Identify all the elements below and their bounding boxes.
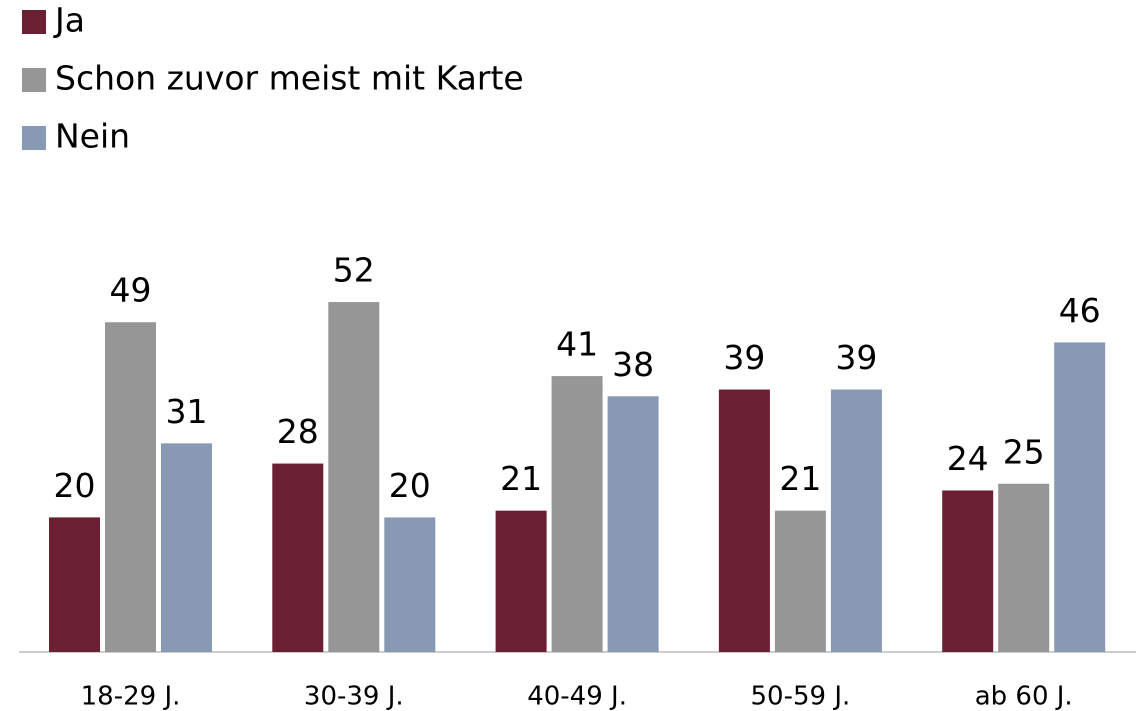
bar xyxy=(607,396,659,652)
bar xyxy=(49,517,100,652)
value-label: 21 xyxy=(779,459,821,498)
legend-swatch xyxy=(22,68,46,92)
x-tick-label: 18-29 J. xyxy=(81,682,181,711)
bar xyxy=(942,490,994,652)
bar xyxy=(718,389,770,652)
value-label: 21 xyxy=(500,459,542,498)
value-label: 38 xyxy=(612,345,654,384)
bar xyxy=(495,510,547,652)
bar xyxy=(328,302,380,652)
bar xyxy=(551,376,603,652)
x-tick-label: ab 60 J. xyxy=(975,682,1073,711)
bar xyxy=(161,443,212,652)
legend-swatch xyxy=(22,126,46,150)
bar xyxy=(774,510,826,652)
bar xyxy=(384,517,436,652)
bar xyxy=(998,483,1050,652)
x-tick-label: 40-49 J. xyxy=(527,682,627,711)
value-label: 25 xyxy=(1003,432,1045,471)
value-label: 31 xyxy=(166,392,208,431)
value-label: 28 xyxy=(277,412,319,451)
value-label: 24 xyxy=(947,439,989,478)
bar xyxy=(105,322,156,652)
legend-swatch xyxy=(22,10,46,34)
bar xyxy=(1054,342,1106,652)
bar xyxy=(830,389,882,652)
value-label: 20 xyxy=(389,466,431,505)
legend-label: Ja xyxy=(53,1,85,40)
value-label: 39 xyxy=(835,338,877,377)
value-label: 39 xyxy=(723,338,765,377)
value-label: 52 xyxy=(333,251,375,290)
value-label: 46 xyxy=(1059,291,1101,330)
legend-label: Schon zuvor meist mit Karte xyxy=(55,59,524,98)
bar xyxy=(272,463,324,652)
value-label: 41 xyxy=(556,325,598,364)
legend-label: Nein xyxy=(55,117,130,156)
value-label: 49 xyxy=(110,271,152,310)
value-label: 20 xyxy=(54,466,96,505)
x-tick-label: 50-59 J. xyxy=(751,682,851,711)
x-tick-label: 30-39 J. xyxy=(304,682,404,711)
